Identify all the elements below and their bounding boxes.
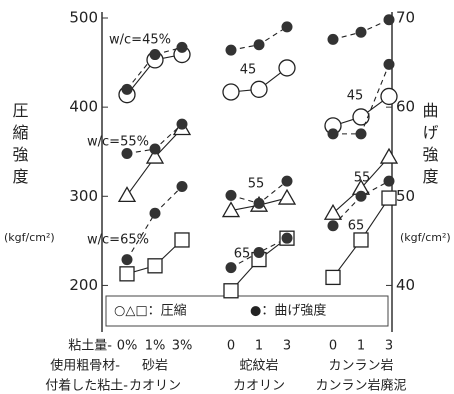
compressive-point [325,269,341,286]
clay-label: カオリン [129,379,181,394]
y-axis-unit: (kgf/cm²) [4,231,55,244]
y-axis-label: 圧縮強度 [10,102,29,190]
flexural-point [225,44,237,56]
compressive-point [145,147,165,164]
legend-box [105,295,389,327]
compressive-point [353,232,369,248]
flexural-point [225,189,237,201]
compressive-point [379,147,399,164]
y2-tick-label: 70 [396,9,415,27]
series-label: w/c=65% [87,233,149,248]
y-tick-label: 300 [69,187,98,205]
flexural-point [121,147,133,159]
x-tick-label: 0% [117,339,138,354]
y2-axis-label: 曲げ強度 [420,102,439,190]
flexural-point [121,254,133,266]
aggregate-label: カンラン岩 [328,359,393,374]
compressive-point [278,59,296,77]
flexural-point [253,39,265,51]
series-label: w/c=45% [109,33,171,48]
series-label: 45 [347,89,364,104]
series-label: 65 [348,219,365,234]
row-label: 使用粗骨材- [50,358,120,374]
flexural-point [149,49,161,61]
flexural-point [383,58,395,70]
compressive-point [223,283,239,299]
flexural-point [176,41,188,53]
series-label: 65 [234,247,251,262]
flexural-point [327,220,339,232]
y2-tick-label: 60 [396,98,415,116]
aggregate-label: 砂岩 [142,359,168,374]
compressive-point [381,190,397,206]
compressive-point [119,266,135,282]
y-tick-label: 400 [69,98,98,116]
flexural-point [281,175,293,187]
compressive-point [277,188,297,205]
flexural-point [281,232,293,244]
compressive-point [222,83,240,101]
flexural-point [355,128,367,140]
series-label: 45 [240,63,257,78]
y2-axis-unit: (kgf/cm²) [400,231,451,244]
aggregate-label: 蛇紋岩 [239,359,278,374]
flexural-point [327,33,339,45]
flexural-point [149,207,161,219]
flexural-point [327,128,339,140]
compressive-point [323,203,343,220]
legend-flexural: ●：曲げ強度 [250,303,326,319]
compressive-point [352,108,370,126]
x-tick-label: 3 [283,339,291,354]
compressive-point [250,80,268,98]
flexural-point [176,180,188,192]
flexural-point [176,118,188,130]
legend-compressive: ○△□：圧縮 [114,303,187,319]
series-label: w/c=55% [87,135,149,150]
y-tick-label: 500 [69,9,98,27]
flexural-point [355,26,367,38]
x-tick-label: 1% [145,339,166,354]
compressive-point [147,258,163,274]
x-tick-label: 1 [255,339,263,354]
flexural-point [355,190,367,202]
flexural-point [121,83,133,95]
series-label: 55 [354,171,371,186]
y2-tick-label: 50 [396,187,415,205]
series-label: 55 [248,177,265,192]
row-label: 付着した粘土- [45,378,128,394]
x-tick-label: 0 [227,339,235,354]
y-tick-label: 200 [69,276,98,294]
x-tick-label: 0 [329,339,337,354]
x-tick-label: 3% [172,339,193,354]
flexural-point [383,175,395,187]
flexural-point [383,14,395,26]
clay-label: カンラン岩廃泥 [315,378,406,394]
flexural-line [126,46,183,90]
compressive-point [380,87,398,106]
flexural-point [253,246,265,258]
flexural-point [149,143,161,155]
compressive-point [117,186,137,203]
x-tick-label: 3 [385,339,393,354]
x-tick-label: 1 [357,339,365,354]
compressive-point [221,201,241,218]
compressive-point [174,232,190,248]
flexural-point [253,197,265,209]
flexural-point [225,262,237,274]
flexural-point [281,21,293,33]
y2-tick-label: 40 [396,276,415,294]
row-label: 粘土量- [68,339,112,354]
clay-label: カオリン [233,379,285,394]
